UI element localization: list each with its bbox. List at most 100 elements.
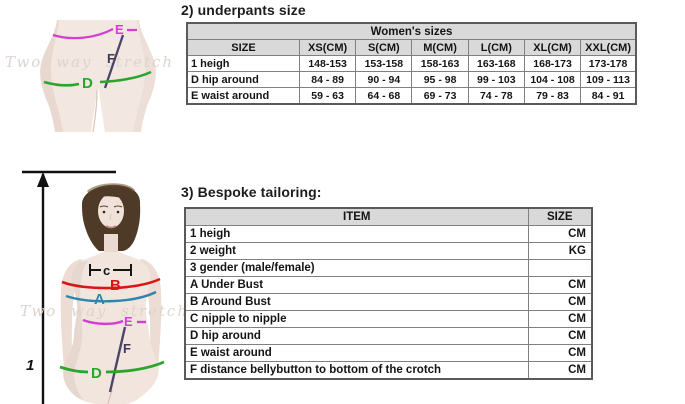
row-label: 1 heigh [186,55,300,72]
table-header-row: SIZE XS(CM) S(CM) M(CM) L(CM) XL(CM) XXL… [186,39,637,56]
table-row: E waist around CM [184,344,593,362]
tailoring-figure: 1 Two way stretch c B A E F [20,170,185,404]
item-cell: F distance bellybutton to bottom of the … [184,361,529,380]
col-header: XL(CM) [523,39,582,56]
label-e: E [115,22,124,37]
crotch-shadow [92,89,98,133]
col-header: S(CM) [355,39,413,56]
size-cell: CM [527,361,593,380]
item-cell: 1 heigh [184,225,529,243]
hair-highlight [86,183,136,194]
watermark-text: Two way stretch [5,53,174,71]
value-cell: 74 - 78 [467,87,525,105]
col-header: M(CM) [411,39,469,56]
lips [105,225,117,229]
value-cell: 109 - 113 [580,71,637,88]
label-a: A [94,291,105,308]
table-row: C nipple to nipple CM [184,310,593,328]
table-row: E waist around 59 - 63 64 - 68 69 - 73 7… [186,87,637,105]
value-cell: 168-173 [523,55,582,72]
crotch-line-f [108,326,127,393]
hip-line-d-left [59,365,89,374]
torso [63,252,159,404]
table-row: A Under Bust CM [184,276,593,294]
inner-thigh-line [107,389,113,404]
value-cell: 59 - 63 [298,87,357,105]
label-d: D [82,75,93,92]
womens-sizes-table: Women's sizes SIZE XS(CM) S(CM) M(CM) L(… [186,22,637,105]
underpants-figure: Two way stretch E F D [5,20,174,133]
table-row: B Around Bust CM [184,293,593,311]
hip-line-d-left [43,80,80,87]
value-cell: 84 - 91 [580,87,637,105]
mannequin-hips-silhouette [40,20,156,132]
table-caption-row: Women's sizes [186,22,637,40]
table-row: D hip around CM [184,327,593,345]
table-row: D hip around 84 - 89 90 - 94 95 - 98 99 … [186,71,637,88]
shading-right [133,20,156,132]
label-height: 1 [26,357,34,374]
arm-right [137,259,162,374]
value-cell: 158-163 [411,55,469,72]
value-cell: 153-158 [355,55,413,72]
item-cell: 3 gender (male/female) [184,259,529,277]
torso-shadow [63,261,88,400]
value-cell: 79 - 83 [523,87,582,105]
size-cell: KG [527,242,593,260]
col-header: SIZE [527,207,593,226]
underbust-line-a [65,290,157,303]
arm-left [60,259,85,374]
table-row: 1 heigh 148-153 153-158 158-163 163-168 … [186,55,637,72]
value-cell: 99 - 103 [467,71,525,88]
nose-shadow [109,213,112,221]
value-cell: 95 - 98 [411,71,469,88]
col-header: XXL(CM) [580,39,637,56]
table-row: 3 gender (male/female) [184,259,593,277]
eyebrow [113,205,123,208]
waist-line-e [82,318,124,326]
table-row: F distance bellybutton to bottom of the … [184,361,593,380]
hip-line-d-right [99,70,152,84]
section-title-underpants: 2) underpants size [181,2,306,18]
size-cell: CM [527,327,593,345]
label-d: D [91,365,102,382]
row-label: E waist around [186,87,300,105]
table-header-row: ITEM SIZE [184,207,593,226]
bangs [81,187,141,207]
face [98,194,124,228]
hip-line-d-right [105,360,165,374]
nipple-line-c-ticks [89,264,132,276]
size-cell: CM [527,310,593,328]
item-cell: 2 weight [184,242,529,260]
label-b: B [110,277,121,294]
table-row: 1 heigh CM [184,225,593,243]
item-cell: D hip around [184,327,529,345]
eye [116,210,120,214]
item-cell: C nipple to nipple [184,310,529,328]
crotch-line-f [103,34,125,89]
value-cell: 104 - 108 [523,71,582,88]
eye [102,210,106,214]
height-arrowhead [37,172,49,187]
size-cell: CM [527,344,593,362]
col-header: XS(CM) [298,39,357,56]
watermark-text: Two way stretch [20,302,185,320]
size-cell: CM [527,225,593,243]
value-cell: 148-153 [298,55,357,72]
size-cell: CM [527,276,593,294]
item-cell: E waist around [184,344,529,362]
value-cell: 84 - 89 [298,71,357,88]
eyebrow [99,205,109,208]
table-row: 2 weight KG [184,242,593,260]
value-cell: 69 - 73 [411,87,469,105]
col-header: L(CM) [467,39,525,56]
value-cell: 64 - 68 [355,87,413,105]
shading-left [40,20,63,132]
col-header: ITEM [184,207,529,226]
bust-line-b [61,277,161,290]
waist-line-e [52,27,114,40]
item-cell: B Around Bust [184,293,529,311]
col-header: SIZE [186,39,300,56]
size-cell [527,259,593,277]
